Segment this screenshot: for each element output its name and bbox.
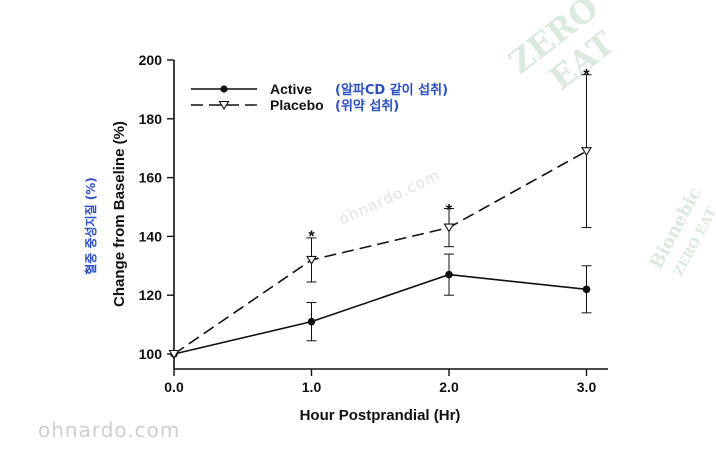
legend-item-active: Active (알파CD 같이 섭취) bbox=[191, 81, 448, 98]
series-active-line bbox=[173, 273, 587, 355]
legend-active-korean-note: (알파CD 같이 섭취) bbox=[335, 82, 448, 98]
y-tick-label: 120 bbox=[139, 287, 163, 303]
series-placebo-point bbox=[306, 255, 317, 265]
series-active bbox=[170, 253, 592, 358]
legend: Active (알파CD 같이 섭취) Placebo (위약 섭취) bbox=[191, 81, 448, 114]
series-active-point bbox=[445, 270, 453, 279]
x-tick-label: 3.0 bbox=[577, 379, 597, 395]
annotation-layer: * * * bbox=[308, 67, 590, 246]
series-placebo-point bbox=[168, 349, 180, 360]
x-tick-label: 2.0 bbox=[439, 379, 459, 395]
legend-item-placebo: Placebo (위약 섭취) bbox=[191, 97, 399, 114]
series-placebo-point bbox=[581, 147, 592, 157]
series-placebo bbox=[168, 74, 592, 360]
series-placebo-line bbox=[173, 150, 587, 355]
y-tick-label: 140 bbox=[139, 228, 163, 244]
watermark-seal-top: ZERO EAT bbox=[502, 0, 622, 98]
axes bbox=[173, 60, 608, 370]
legend-active-label: Active bbox=[270, 81, 312, 97]
y-axis-title: Change from Baseline (%) bbox=[111, 121, 128, 307]
x-tick-label: 1.0 bbox=[302, 379, 322, 395]
significance-star: * bbox=[446, 202, 453, 219]
series-placebo-point bbox=[443, 223, 455, 233]
legend-placebo-label: Placebo bbox=[270, 97, 324, 113]
x-tick-label: 0.0 bbox=[164, 379, 184, 395]
y-ticks: 100 120 140 160 180 200 bbox=[139, 52, 174, 362]
y-tick-label: 160 bbox=[139, 170, 163, 186]
legend-active-marker bbox=[220, 85, 228, 93]
x-axis-title: Hour Postprandial (Hr) bbox=[300, 407, 461, 424]
x-ticks: 0.0 1.0 2.0 3.0 bbox=[164, 369, 596, 395]
watermark-seal-right: Bionebic ZERO EAT bbox=[646, 184, 716, 279]
series-layer bbox=[168, 74, 592, 360]
series-active-point bbox=[582, 285, 591, 294]
y-tick-label: 100 bbox=[139, 346, 163, 362]
series-active-point bbox=[307, 317, 316, 326]
y-tick-label: 180 bbox=[139, 111, 163, 127]
y-tick-label: 200 bbox=[139, 52, 163, 68]
legend-placebo-marker bbox=[218, 100, 230, 111]
watermark-site-text: ohnardo.com bbox=[38, 418, 180, 442]
legend-placebo-korean-note: (위약 섭취) bbox=[335, 98, 399, 114]
significance-star: * bbox=[308, 228, 315, 245]
y-axis-korean-note: 혈중 중성지질 (%) bbox=[83, 177, 98, 275]
significance-star: * bbox=[583, 67, 590, 84]
watermark-site-text-diagonal: ohnardo.com bbox=[336, 166, 443, 229]
